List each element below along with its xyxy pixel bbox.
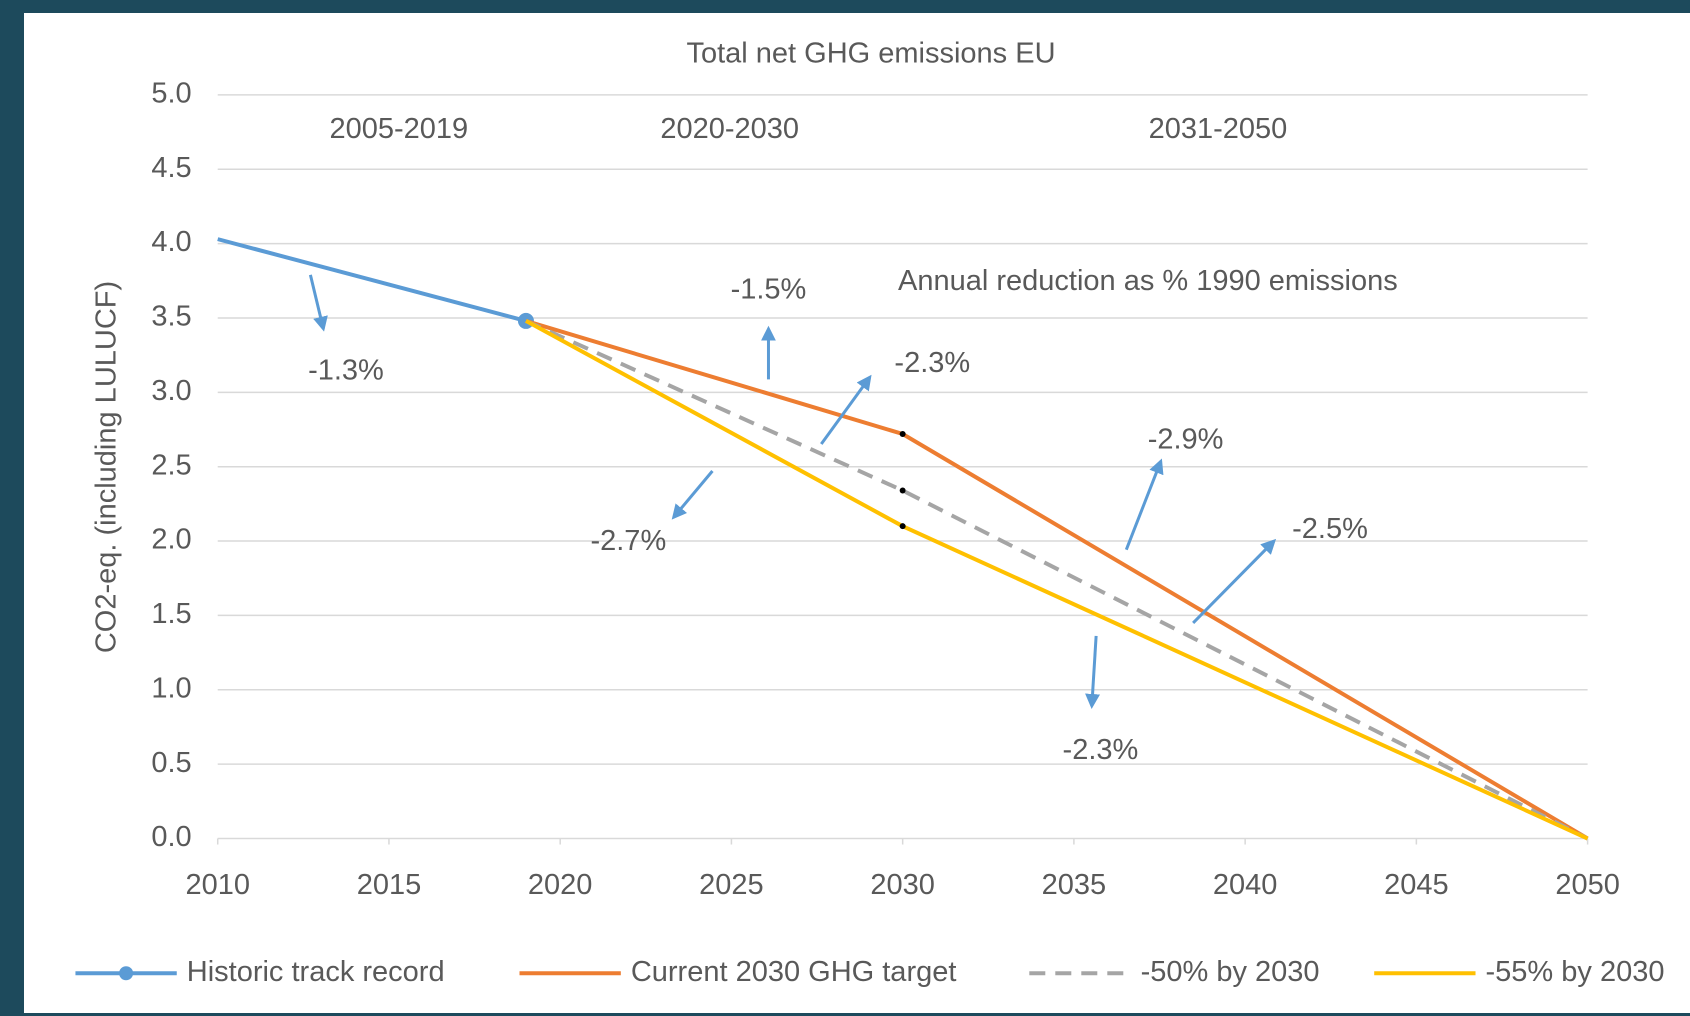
y-tick-label: 3.5 bbox=[151, 301, 191, 333]
chart-title: Total net GHG emissions EU bbox=[686, 38, 1055, 70]
x-tick-label: 2040 bbox=[1213, 869, 1278, 901]
series-line bbox=[525, 319, 1589, 841]
y-tick-label: 3.0 bbox=[151, 375, 191, 407]
annotation: -2.9% bbox=[1148, 423, 1224, 455]
y-tick-label: 5.0 bbox=[151, 78, 191, 110]
x-tick-label: 2010 bbox=[185, 869, 250, 901]
annotation-arrow bbox=[308, 274, 328, 332]
annotation: Annual reduction as % 1990 emissions bbox=[898, 265, 1398, 297]
annotation: -2.3% bbox=[894, 347, 970, 379]
series-line bbox=[217, 237, 527, 323]
annotation: 2031-2050 bbox=[1149, 113, 1288, 145]
x-tick-label: 2025 bbox=[699, 869, 764, 901]
y-tick-label: 2.5 bbox=[151, 449, 191, 481]
point-marker bbox=[899, 430, 906, 437]
annotation-arrow bbox=[671, 470, 714, 520]
annotation: -1.5% bbox=[731, 274, 807, 306]
point-marker bbox=[899, 523, 906, 530]
x-tick-label: 2030 bbox=[870, 869, 935, 901]
legend-label: Current 2030 GHG target bbox=[631, 956, 957, 988]
y-tick-label: 1.5 bbox=[151, 598, 191, 630]
chart-panel bbox=[24, 13, 1690, 1013]
y-tick-label: 4.5 bbox=[151, 152, 191, 184]
y-axis-label: CO2-eq. (including LULUCF) bbox=[91, 281, 123, 653]
y-tick-label: 0.0 bbox=[151, 821, 191, 853]
annotation-arrow bbox=[1124, 458, 1164, 551]
annotation: 2020-2030 bbox=[660, 113, 799, 145]
x-tick-label: 2045 bbox=[1384, 869, 1449, 901]
x-tick-label: 2035 bbox=[1042, 869, 1107, 901]
legend-label: Historic track record bbox=[187, 956, 445, 988]
annotation: -2.7% bbox=[590, 525, 666, 557]
y-tick-label: 0.5 bbox=[151, 747, 191, 779]
legend-label: -55% by 2030 bbox=[1486, 956, 1665, 988]
annotation-arrow bbox=[1085, 635, 1101, 709]
legend-label: -50% by 2030 bbox=[1141, 956, 1320, 988]
annotation: 2005-2019 bbox=[329, 113, 468, 145]
legend-marker bbox=[119, 966, 134, 981]
x-tick-label: 2020 bbox=[528, 869, 593, 901]
annotation: -2.3% bbox=[1063, 734, 1139, 766]
point-marker bbox=[899, 487, 906, 494]
y-tick-label: 2.0 bbox=[151, 524, 191, 556]
x-tick-label: 2050 bbox=[1555, 869, 1620, 901]
y-tick-label: 1.0 bbox=[151, 672, 191, 704]
x-tick-label: 2015 bbox=[357, 869, 422, 901]
annotation: -1.3% bbox=[308, 354, 384, 386]
annotation-arrow bbox=[820, 374, 872, 445]
y-tick-label: 4.0 bbox=[151, 226, 191, 258]
annotation: -2.5% bbox=[1292, 513, 1368, 545]
annotation-arrow bbox=[1192, 538, 1277, 625]
